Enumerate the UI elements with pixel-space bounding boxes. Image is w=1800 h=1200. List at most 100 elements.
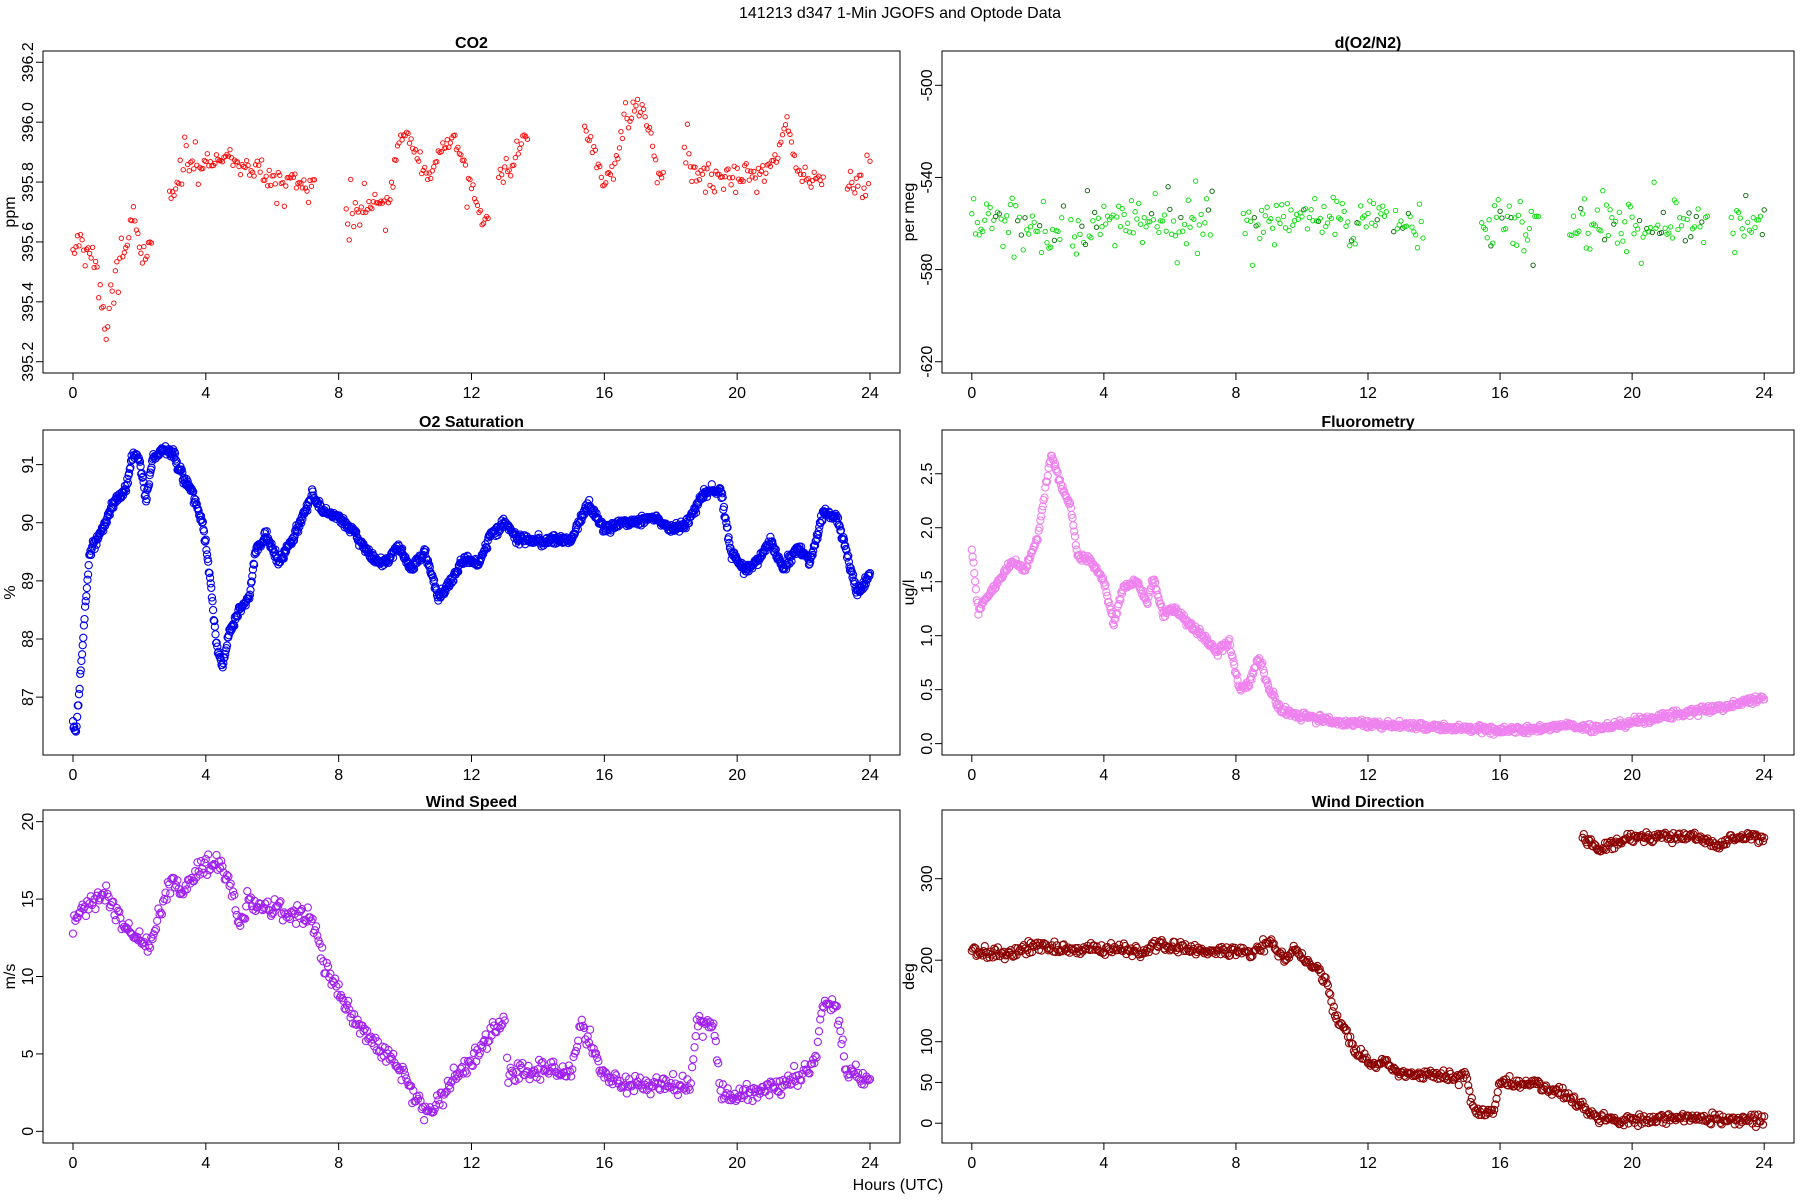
o2sat-x-tick-label: 4 [201,767,210,784]
co2-data-point [435,148,441,154]
do2n2-data-point [989,225,995,232]
wspd-data-point [705,1018,715,1027]
co2-data-point [308,183,315,189]
co2-data-point [408,136,414,142]
o2sat-data-point [807,552,816,561]
co2-data-point [180,167,186,173]
wspd-data-point [687,1063,697,1072]
do2n2-data-point [983,201,990,207]
wdir-data-point [1758,837,1768,846]
co2-data-point [299,185,306,191]
co2-data-point [514,138,520,144]
wspd-data-point [853,1068,863,1078]
wspd-data-point [303,903,312,912]
o2sat-data-point [691,508,701,517]
co2-data-point [708,171,715,177]
do2n2-data-point [1365,210,1371,217]
wspd-data-point [568,1065,577,1074]
wdir-data-point [1648,1117,1657,1126]
co2-data-point [592,147,598,153]
do2n2-data-point [1521,248,1527,254]
do2n2-data-point [1013,203,1019,209]
wdir-data-point [1468,1101,1478,1110]
wspd-data-point [448,1076,457,1085]
do2n2-data-point [1732,249,1738,256]
wspd-data-point [332,982,341,991]
do2n2-data-point [1247,218,1254,225]
co2-data-point [610,176,617,182]
wspd-data-point [838,1035,847,1044]
co2-data-point [642,114,648,120]
do2n2-data-point [1161,212,1168,218]
do2n2-plot-frame [941,50,1795,374]
o2sat-data-point [768,537,777,546]
o2sat-data-point [297,518,306,528]
wspd-data-point [816,1015,825,1024]
o2sat-data-point [247,577,256,586]
do2n2-data-point [1290,222,1296,228]
co2-data-point [757,171,763,177]
wdir-data-point [1184,946,1193,956]
co2-data-point [865,180,872,187]
co2-data-point [474,202,481,209]
do2n2-data-point [1004,213,1010,219]
do2n2-data-point [1009,195,1015,201]
co2-data-point [425,176,431,183]
do2n2-data-point [1506,203,1512,209]
wspd-data-point [794,1070,803,1080]
fluor-data-point [1026,552,1035,562]
co2-data-point [485,215,491,222]
co2-data-point [512,154,518,161]
do2n2-data-point [1132,209,1138,215]
wspd-data-point [507,1066,516,1075]
wspd-data-point [485,1036,494,1045]
co2-data-point [213,152,220,158]
co2-data-point [622,100,629,106]
co2-data-point [722,174,728,180]
do2n2-data-point [1735,209,1742,216]
wdir-data-point [1382,1055,1392,1065]
co2-data-point [80,247,87,253]
do2n2-data-point [1068,216,1074,223]
wspd-data-point [765,1091,774,1100]
do2n2-data-point [1057,236,1063,243]
fluor-data-point [1157,602,1166,612]
co2-data-point [582,123,588,129]
do2n2-data-point [1011,254,1017,260]
co2-data-point [88,255,94,261]
o2sat-data-point [70,722,79,731]
co2-data-point [393,157,399,163]
do2n2-y-tick-label: -580 [919,253,936,285]
do2n2-data-point [1743,192,1749,199]
o2sat-data-point [72,722,81,731]
o2sat-data-point [206,579,215,588]
do2n2-data-point [1277,220,1283,227]
co2-points [70,96,873,343]
co2-data-point [283,183,289,189]
do2n2-data-point [1728,214,1734,221]
co2-data-point [192,139,198,145]
wspd-data-point [706,1023,716,1032]
co2-data-point [588,133,594,140]
fluor-data-point [1069,521,1078,530]
do2n2-data-point [1730,230,1736,236]
co2-data-point [289,172,295,178]
o2sat-data-point [122,480,131,490]
co2-data-point [79,237,85,243]
wspd-data-point [228,887,238,896]
do2n2-data-point [1603,202,1610,208]
wdir-data-point [990,944,999,953]
do2n2-data-point [1000,243,1006,250]
do2n2-data-point [1600,188,1606,194]
wspd-y-axis-label: m/s [2,964,19,990]
co2-data-point [268,182,274,189]
o2sat-data-point [171,455,180,464]
co2-data-point [82,263,88,269]
o2sat-data-point [804,555,813,564]
wspd-data-point [435,1100,444,1109]
wdir-data-point [1467,1093,1476,1103]
o2sat-data-point [78,641,87,650]
do2n2-data-point [1082,241,1089,248]
wdir-data-point [1276,949,1285,958]
do2n2-data-point [1414,245,1421,251]
